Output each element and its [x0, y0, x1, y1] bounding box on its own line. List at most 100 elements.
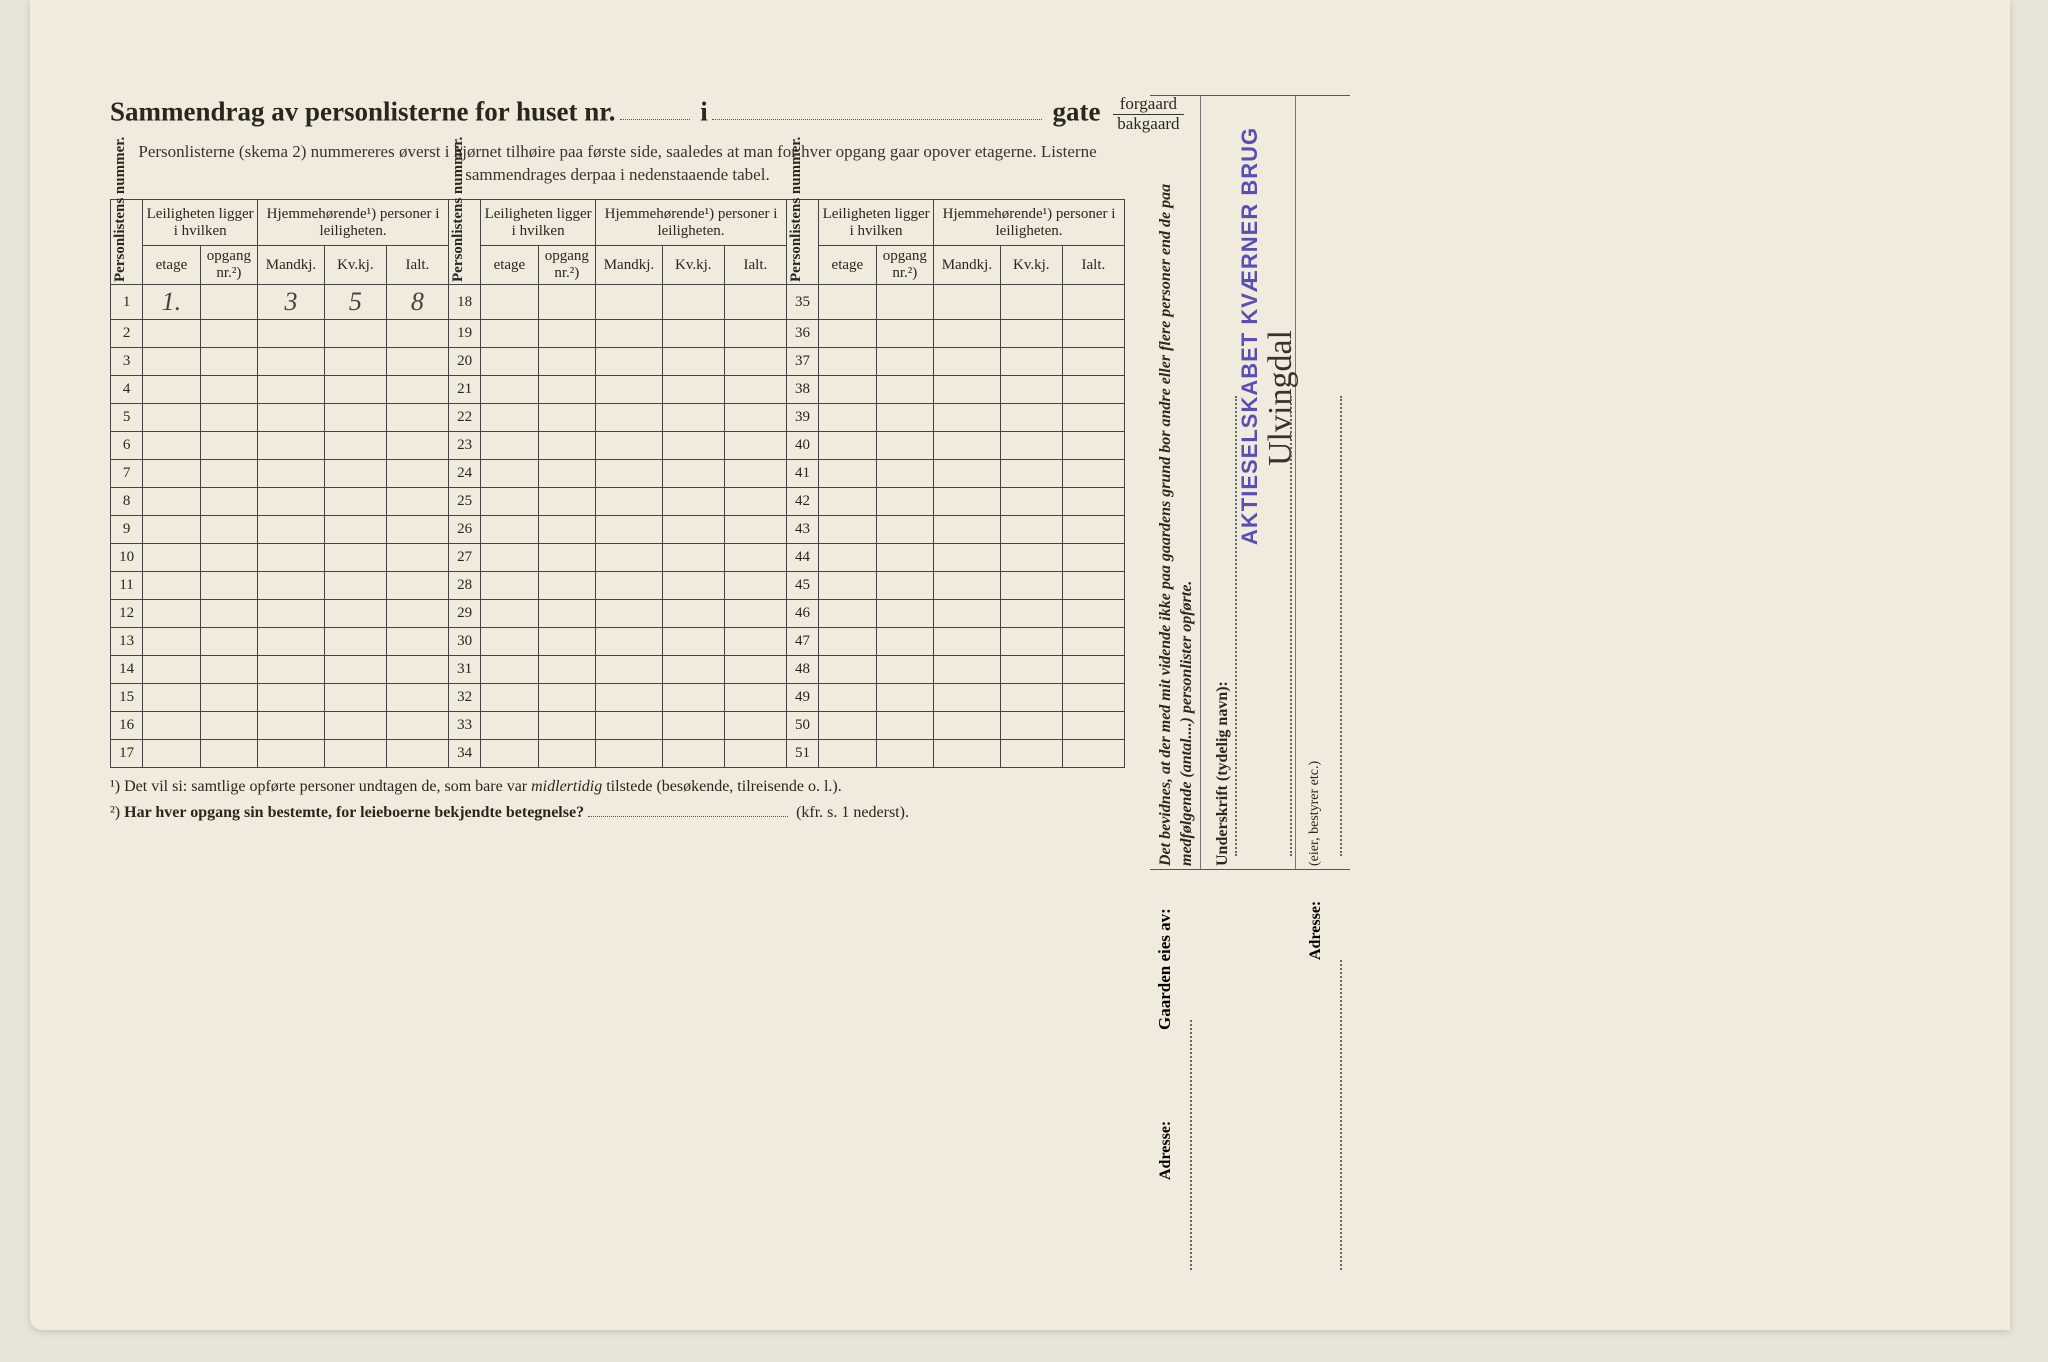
data-cell: [724, 320, 786, 348]
hdr-leiligheten-b: Leiligheten ligger i hvilken: [481, 200, 596, 246]
data-cell: 8: [386, 285, 448, 320]
row-number: 33: [448, 712, 480, 740]
data-cell: [724, 460, 786, 488]
data-cell: [386, 488, 448, 516]
company-stamp: AKTIESELSKABET KVÆRNER BRUG: [1237, 116, 1263, 556]
table-row: 52239: [111, 404, 1125, 432]
data-cell: [934, 712, 1001, 740]
title-line: Sammendrag av personlisterne for huset n…: [110, 95, 1125, 133]
data-cell: [481, 460, 538, 488]
data-cell: [1062, 320, 1124, 348]
hdr-hjemme-a: Hjemmehørende¹) personer i leiligheten.: [258, 200, 449, 246]
data-cell: [258, 320, 325, 348]
data-cell: [324, 460, 386, 488]
data-cell: [1000, 488, 1062, 516]
hdr-mandkj-b: Mandkj.: [596, 246, 663, 285]
hdr-hjemme-b: Hjemmehørende¹) personer i leiligheten.: [596, 200, 787, 246]
row-number: 25: [448, 488, 480, 516]
data-cell: [724, 712, 786, 740]
table-row: 102744: [111, 544, 1125, 572]
data-cell: [324, 656, 386, 684]
data-cell: [1062, 348, 1124, 376]
data-cell: [1062, 285, 1124, 320]
data-cell: [934, 572, 1001, 600]
data-cell: [386, 628, 448, 656]
data-cell: [596, 460, 663, 488]
hdr-opgang-c: opgang nr.²): [876, 246, 933, 285]
data-cell: [258, 460, 325, 488]
data-cell: [324, 628, 386, 656]
row-number: 5: [111, 404, 143, 432]
data-cell: [481, 320, 538, 348]
row-number: 49: [786, 684, 818, 712]
role-label: (eier, bestyrer etc.): [1305, 96, 1325, 866]
data-cell: [143, 432, 200, 460]
data-cell: [819, 740, 876, 768]
data-cell: [200, 628, 257, 656]
data-cell: [934, 460, 1001, 488]
row-number: 42: [786, 488, 818, 516]
adresse-label-1: Adresse:: [1307, 870, 1325, 960]
data-cell: [819, 488, 876, 516]
data-cell: [386, 656, 448, 684]
data-cell: [258, 600, 325, 628]
data-cell: [876, 348, 933, 376]
data-cell: [481, 544, 538, 572]
hdr-ialt-b: Ialt.: [724, 246, 786, 285]
data-cell: [819, 320, 876, 348]
row-number: 24: [448, 460, 480, 488]
row-number: 8: [111, 488, 143, 516]
data-cell: [662, 488, 724, 516]
data-cell: [258, 712, 325, 740]
data-cell: [1000, 404, 1062, 432]
row-number: 50: [786, 712, 818, 740]
data-cell: [662, 684, 724, 712]
data-cell: [596, 740, 663, 768]
data-cell: [481, 740, 538, 768]
data-cell: [819, 712, 876, 740]
data-cell: [1000, 600, 1062, 628]
data-cell: [1000, 656, 1062, 684]
data-cell: [1062, 432, 1124, 460]
data-cell: [386, 544, 448, 572]
data-cell: [1062, 460, 1124, 488]
row-number: 2: [111, 320, 143, 348]
row-number: 29: [448, 600, 480, 628]
data-cell: [934, 544, 1001, 572]
row-number: 34: [448, 740, 480, 768]
data-cell: [596, 432, 663, 460]
data-cell: [876, 432, 933, 460]
data-cell: [876, 544, 933, 572]
data-cell: [596, 516, 663, 544]
data-cell: [662, 740, 724, 768]
hdr-etage-b: etage: [481, 246, 538, 285]
row-number: 44: [786, 544, 818, 572]
row-number: 13: [111, 628, 143, 656]
footnote-1: ¹) Det vil si: samtlige opførte personer…: [110, 774, 1125, 800]
gaarden-label: Gaarden eies av:: [1155, 870, 1175, 1030]
hdr-opgang-a: opgang nr.²): [200, 246, 257, 285]
table-row: 173451: [111, 740, 1125, 768]
data-cell: [934, 684, 1001, 712]
data-cell: [596, 656, 663, 684]
data-cell: [143, 376, 200, 404]
data-cell: [596, 320, 663, 348]
data-cell: [386, 320, 448, 348]
data-cell: [1000, 460, 1062, 488]
data-cell: [596, 712, 663, 740]
data-cell: [724, 285, 786, 320]
table-row: 62340: [111, 432, 1125, 460]
data-cell: [481, 600, 538, 628]
data-cell: [200, 516, 257, 544]
attestation-text: Det bevidnes, at der med mit vidende ikk…: [1155, 96, 1199, 866]
table-row: 32037: [111, 348, 1125, 376]
data-cell: [143, 488, 200, 516]
row-number: 7: [111, 460, 143, 488]
subtitle: Personlisterne (skema 2) nummereres øver…: [110, 141, 1125, 187]
hdr-personlistens-c: Personlistens nummer.: [786, 200, 818, 285]
data-cell: [724, 432, 786, 460]
table-header: Personlistens nummer. Leiligheten ligger…: [111, 200, 1125, 285]
data-cell: [143, 460, 200, 488]
row-number: 32: [448, 684, 480, 712]
data-cell: [324, 432, 386, 460]
